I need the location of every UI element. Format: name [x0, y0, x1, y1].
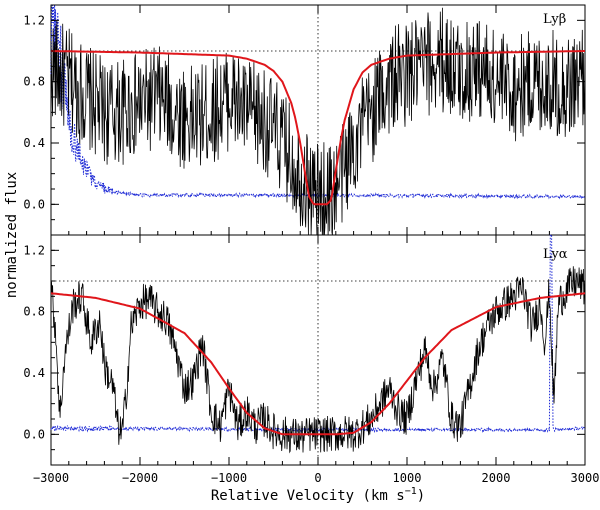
x-tick-label: −2000: [122, 471, 158, 485]
ly-alpha-model-fit: [50, 292, 586, 436]
lya-y-tick-label: 0.8: [23, 305, 45, 319]
lya-y-tick-label: 0.0: [23, 427, 45, 441]
x-tick-label: −3000: [33, 471, 69, 485]
y-axis-title: normalized flux: [4, 172, 20, 298]
ly-alpha-y-ticks: 0.0 0.4 0.8 1.2: [23, 234, 585, 466]
x-tick-label: 2000: [482, 471, 511, 485]
lyb-y-tick-label: 0.0: [23, 197, 45, 211]
x-tick-label: −1000: [211, 471, 247, 485]
ly-alpha-label: Lyα: [543, 247, 568, 262]
lyb-y-tick-label: 0.4: [23, 136, 45, 150]
x-axis-title: Relative Velocity (km s−1): [211, 486, 425, 504]
ly-beta-y-ticks: 0.0 0.4 0.8 1.2: [23, 4, 585, 236]
panel-ly-alpha: 0.0 0.4 0.8 1.2 Lyα: [23, 234, 586, 466]
lyb-y-tick-label: 1.2: [23, 13, 45, 27]
lya-y-tick-label: 1.2: [23, 243, 45, 257]
ly-alpha-flux-spectrum: [50, 266, 586, 454]
ly-beta-flux-spectrum: [50, 7, 586, 236]
ly-alpha-x-ticks: [50, 235, 586, 465]
lyb-y-tick-label: 0.8: [23, 75, 45, 89]
x-tick-label: 0: [314, 471, 321, 485]
ly-beta-model-fit: [51, 50, 585, 206]
x-tick-label: 1000: [393, 471, 422, 485]
panel-ly-beta: 0.0 0.4 0.8 1.2 Lyβ: [23, 4, 586, 236]
x-axis-title-exponent: −1: [405, 486, 417, 497]
ly-beta-label: Lyβ: [543, 12, 566, 27]
ly-beta-x-ticks: [50, 5, 586, 235]
lya-y-tick-label: 0.4: [23, 366, 45, 380]
x-tick-label: 3000: [571, 471, 600, 485]
x-axis-title-close: ): [417, 488, 425, 504]
x-axis-title-text: Relative Velocity (km s: [211, 488, 405, 504]
